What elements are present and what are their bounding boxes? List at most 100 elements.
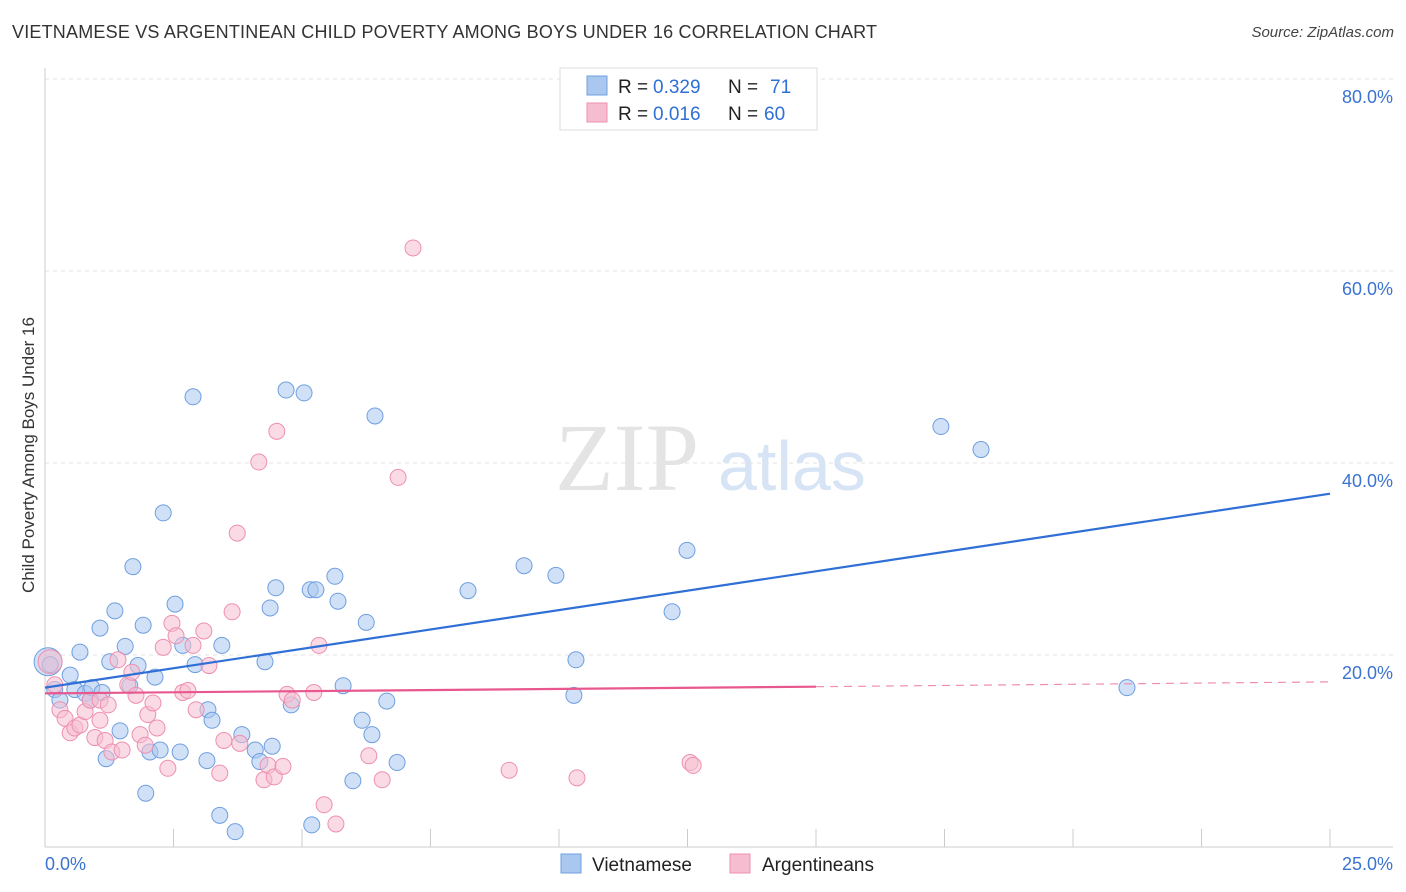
argentineans-point bbox=[250, 453, 268, 471]
argentineans-point bbox=[327, 815, 345, 833]
bottom-legend-argentineans: Argentineans bbox=[762, 855, 874, 876]
vietnamese-point bbox=[203, 711, 221, 729]
vietnamese-point bbox=[91, 619, 109, 637]
argentineans-point bbox=[148, 719, 166, 737]
vietnamese-point bbox=[146, 668, 164, 686]
vietnamese-point bbox=[547, 566, 565, 584]
vietnamese-point bbox=[972, 441, 990, 459]
vietnamese-point bbox=[363, 726, 381, 744]
vietnamese-point bbox=[137, 784, 155, 802]
vietnamese-point bbox=[344, 772, 362, 790]
argentineans-point bbox=[215, 731, 233, 749]
vietnamese-point bbox=[134, 616, 152, 634]
argentineans-point bbox=[99, 696, 117, 714]
legend-r-value: 0.329 bbox=[653, 77, 701, 98]
watermark-atlas: atlas bbox=[718, 427, 866, 505]
vietnamese-point bbox=[171, 743, 189, 761]
vietnamese-point bbox=[353, 711, 371, 729]
vietnamese-point bbox=[154, 504, 172, 522]
argentineans-point bbox=[144, 694, 162, 712]
vietnamese-point bbox=[307, 581, 325, 599]
vietnamese-point bbox=[515, 557, 533, 575]
vietnamese-point bbox=[184, 388, 202, 406]
argentineans-point bbox=[684, 756, 702, 774]
legend-n-value: 60 bbox=[764, 104, 785, 125]
argentineans-point bbox=[404, 239, 422, 257]
vietnamese-point bbox=[226, 823, 244, 841]
vietnamese-point bbox=[61, 666, 79, 684]
vietnamese-point bbox=[567, 651, 585, 669]
vietnamese-point bbox=[213, 636, 231, 654]
bottom-legend-vietnamese: Vietnamese bbox=[592, 855, 692, 876]
argentineans-trend-extension bbox=[815, 681, 1331, 688]
argentineans-point bbox=[113, 741, 131, 759]
argentineans-point bbox=[231, 734, 249, 752]
argentineans-point bbox=[274, 757, 292, 775]
vietnamese-point bbox=[366, 407, 384, 425]
vietnamese-point bbox=[932, 418, 950, 436]
argentineans-point bbox=[109, 651, 127, 669]
vietnamese-point bbox=[678, 541, 696, 559]
vietnamese-point bbox=[71, 643, 89, 661]
argentineans-point bbox=[154, 638, 172, 656]
argentineans-point bbox=[195, 622, 213, 640]
argentineans-point bbox=[211, 764, 229, 782]
vietnamese-point bbox=[151, 741, 169, 759]
vietnamese-point bbox=[166, 595, 184, 613]
x-tick-label: 0.0% bbox=[45, 854, 86, 874]
argentineans-point bbox=[268, 422, 286, 440]
legend-r-value: 0.016 bbox=[653, 104, 701, 125]
y-tick-label: 40.0% bbox=[1342, 471, 1393, 491]
argentineans-point bbox=[315, 796, 333, 814]
argentineans-point bbox=[283, 691, 301, 709]
argentineans-point bbox=[389, 468, 407, 486]
bottom-legend-swatch-vietnamese bbox=[560, 853, 582, 874]
vietnamese-point bbox=[261, 599, 279, 617]
watermark: ZIP bbox=[555, 404, 699, 511]
legend-n-value: 71 bbox=[770, 77, 791, 98]
y-tick-label: 60.0% bbox=[1342, 279, 1393, 299]
legend-swatch-vietnamese bbox=[586, 75, 608, 96]
argentineans-point bbox=[123, 663, 141, 681]
vietnamese-point bbox=[111, 722, 129, 740]
vietnamese-point bbox=[663, 603, 681, 621]
argentineans-point bbox=[305, 683, 323, 701]
y-axis-label: Child Poverty Among Boys Under 16 bbox=[19, 317, 38, 593]
argentineans-point bbox=[159, 759, 177, 777]
argentineans-point bbox=[127, 686, 145, 704]
vietnamese-point bbox=[211, 806, 229, 824]
legend-r-label: R = bbox=[618, 77, 648, 98]
vietnamese-point bbox=[326, 567, 344, 585]
argentineans-point bbox=[500, 761, 518, 779]
y-tick-label: 80.0% bbox=[1342, 87, 1393, 107]
argentineans-point bbox=[187, 701, 205, 719]
bottom-legend: Vietnamese Argentineans bbox=[560, 853, 874, 876]
source-label: Source: ZipAtlas.com bbox=[1251, 24, 1394, 41]
argentineans-point bbox=[179, 682, 197, 700]
legend-r-label: R = bbox=[618, 104, 648, 125]
vietnamese-point bbox=[459, 582, 477, 600]
vietnamese-point bbox=[357, 613, 375, 631]
vietnamese-point bbox=[295, 384, 313, 402]
legend-swatch-argentineans bbox=[586, 102, 608, 123]
x-tick-label: 25.0% bbox=[1342, 854, 1393, 874]
bottom-legend-swatch-argentineans bbox=[729, 853, 751, 874]
argentineans-point bbox=[167, 627, 185, 645]
vietnamese-point bbox=[267, 579, 285, 597]
chart-title: VIETNAMESE VS ARGENTINEAN CHILD POVERTY … bbox=[12, 22, 878, 42]
vietnamese-point bbox=[1118, 679, 1136, 697]
vietnamese-point bbox=[106, 602, 124, 620]
vietnamese-point bbox=[565, 686, 583, 704]
argentineans-point bbox=[360, 747, 378, 765]
vietnamese-point bbox=[388, 754, 406, 772]
argentineans-point bbox=[136, 736, 154, 754]
vietnamese-point bbox=[303, 816, 321, 834]
vietnamese-point bbox=[116, 637, 134, 655]
legend-n-label: N = bbox=[728, 104, 758, 125]
argentineans-point bbox=[200, 657, 218, 675]
vietnamese-point bbox=[124, 558, 142, 576]
argentineans-point bbox=[228, 524, 246, 542]
argentineans-point bbox=[37, 649, 63, 675]
